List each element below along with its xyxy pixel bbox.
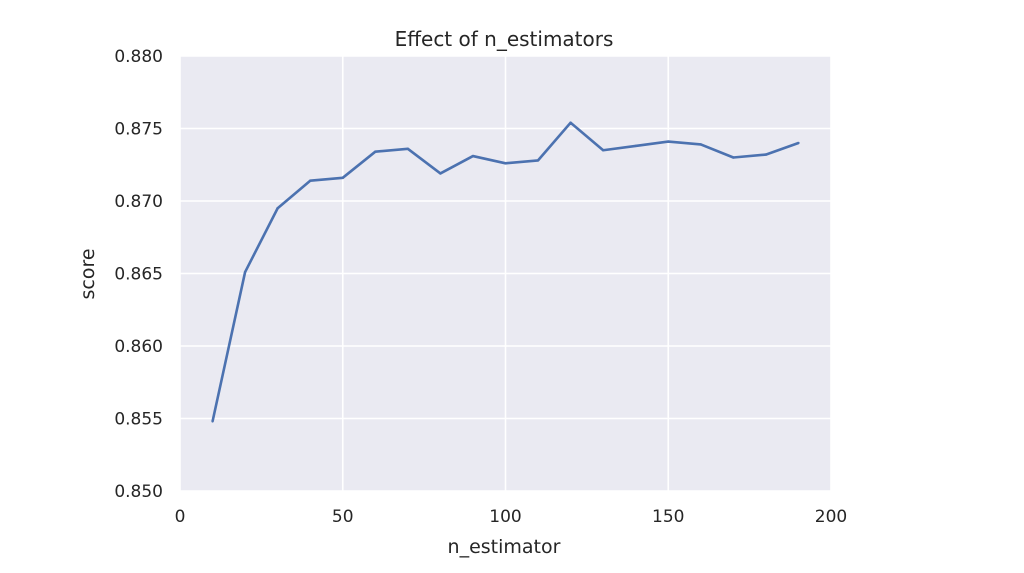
data-point	[471, 154, 475, 158]
data-point	[634, 144, 637, 148]
data-point	[211, 420, 214, 423]
data-point	[797, 141, 800, 145]
data-point	[536, 159, 540, 162]
x-tick-label: 50	[332, 507, 354, 527]
x-axis-label: n_estimator	[448, 536, 561, 558]
data-point	[406, 147, 410, 150]
grid-lines	[179, 55, 832, 492]
data-point	[341, 176, 344, 179]
data-point	[374, 150, 377, 153]
x-axis-ticks: 0 50 100 150 200	[175, 507, 848, 527]
x-tick-label: 100	[489, 507, 521, 527]
data-point	[243, 270, 247, 274]
data-point	[667, 140, 670, 143]
x-tick-label: 150	[652, 507, 684, 527]
y-tick-label: 0.855	[114, 410, 163, 430]
data-point	[504, 162, 507, 165]
chart-title: Effect of n_estimators	[395, 27, 614, 51]
data-point	[439, 172, 442, 175]
y-tick-label: 0.870	[114, 192, 163, 212]
data-point	[764, 153, 768, 156]
y-tick-label: 0.865	[114, 265, 163, 285]
y-tick-label: 0.860	[114, 337, 163, 357]
data-point	[601, 149, 605, 152]
data-point	[276, 207, 279, 210]
data-point	[732, 156, 735, 159]
y-tick-label: 0.880	[114, 47, 163, 67]
series-layer	[211, 121, 800, 423]
y-axis-ticks: 0.850 0.855 0.860 0.865 0.870 0.875 0.880	[114, 47, 163, 502]
data-point	[309, 179, 312, 182]
y-tick-label: 0.875	[114, 120, 163, 140]
x-tick-label: 200	[815, 507, 847, 527]
y-tick-label: 0.850	[114, 482, 163, 502]
y-axis-label: score	[77, 248, 99, 299]
data-point	[699, 143, 702, 146]
data-point	[569, 121, 572, 124]
x-tick-label: 0	[175, 507, 186, 527]
